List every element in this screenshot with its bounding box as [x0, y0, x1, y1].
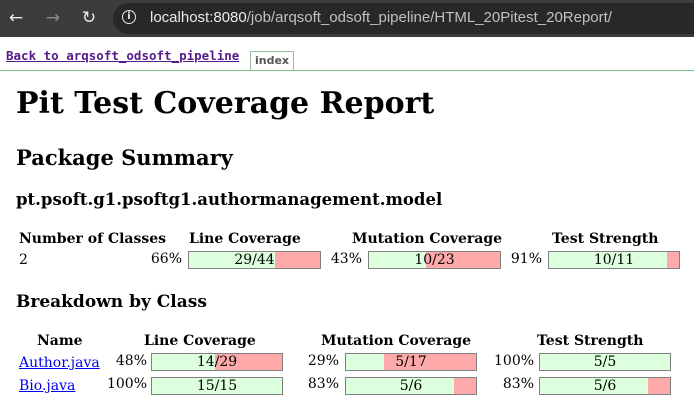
bio-mutation-percent: 83%: [307, 376, 339, 392]
url-text[interactable]: localhost:8080/job/arqsoft_odsoft_pipeli…: [150, 9, 612, 26]
breakdown-heading: Breakdown by Class: [16, 292, 207, 312]
covered-fill: [540, 354, 670, 370]
bio-strength-percent: 83%: [502, 376, 534, 392]
summary-strength-ratio: 10/11: [593, 252, 635, 268]
summary-mutation-percent: 43%: [330, 251, 362, 267]
missed-fill: [454, 378, 476, 394]
header-mutation-coverage: Mutation Coverage: [352, 231, 503, 247]
site-info-icon[interactable]: i: [122, 10, 136, 24]
tab-index[interactable]: index: [250, 51, 295, 70]
summary-line-ratio: 29/44: [234, 252, 275, 268]
author-strength-percent: 100%: [494, 353, 535, 369]
summary-strength-percent: 91%: [510, 251, 542, 267]
address-bar[interactable]: [113, 3, 694, 34]
bio-test-strength-bar: 5/6: [539, 377, 671, 395]
bio-line-percent: 100%: [106, 376, 147, 392]
author-line-coverage-bar: 14/29: [151, 353, 283, 371]
covered-fill: [369, 252, 426, 268]
author-strength-ratio: 5/5: [593, 354, 617, 370]
header-test-strength: Test Strength: [537, 333, 644, 349]
reload-icon[interactable]: ↻: [81, 8, 97, 28]
missed-fill: [384, 354, 476, 370]
package-name: pt.psoft.g1.psoftg1.authormanagement.mod…: [16, 190, 443, 209]
summary-line-percent: 66%: [150, 251, 182, 267]
covered-fill: [346, 378, 455, 394]
covered-fill: [549, 252, 668, 268]
summary-line-coverage-bar: 29/44: [188, 251, 321, 269]
summary-mutation-coverage-bar: 10/23: [368, 251, 501, 269]
author-test-strength-bar: 5/5: [539, 353, 671, 371]
forward-arrow-icon[interactable]: →: [45, 8, 61, 28]
covered-fill: [152, 378, 282, 394]
class-link-bio[interactable]: Bio.java: [19, 378, 76, 394]
author-mutation-coverage-bar: 5/17: [345, 353, 477, 371]
number-of-classes-value: 2: [19, 252, 28, 268]
header-number-of-classes: Number of Classes: [19, 231, 167, 247]
report-nav-bar: Back to arqsoft_odsoft_pipeline index: [0, 37, 694, 72]
package-summary-heading: Package Summary: [16, 145, 233, 170]
browser-toolbar: ← → ↻ i localhost:8080/job/arqsoft_odsof…: [0, 0, 694, 37]
url-host: localhost:8080: [150, 9, 247, 26]
header-line-coverage: Line Coverage: [189, 231, 301, 247]
header-name: Name: [37, 333, 83, 349]
covered-fill: [540, 378, 649, 394]
missed-fill: [648, 378, 670, 394]
missed-fill: [214, 354, 282, 370]
nav-divider: [0, 70, 694, 71]
summary-mutation-ratio: 10/23: [414, 252, 455, 268]
header-line-coverage: Line Coverage: [144, 333, 256, 349]
author-mutation-ratio: 5/17: [395, 354, 427, 370]
header-test-strength: Test Strength: [552, 231, 659, 247]
class-link-author[interactable]: Author.java: [19, 355, 100, 371]
author-mutation-percent: 29%: [307, 353, 339, 369]
covered-fill: [189, 252, 276, 268]
bio-mutation-coverage-bar: 5/6: [345, 377, 477, 395]
header-mutation-coverage: Mutation Coverage: [321, 333, 472, 349]
summary-test-strength-bar: 10/11: [548, 251, 680, 269]
page-title: Pit Test Coverage Report: [16, 86, 435, 121]
back-arrow-icon[interactable]: ←: [8, 8, 24, 28]
back-to-pipeline-link[interactable]: Back to arqsoft_odsoft_pipeline: [6, 48, 240, 63]
covered-fill: [346, 354, 385, 370]
covered-fill: [152, 354, 215, 370]
author-line-percent: 48%: [115, 353, 147, 369]
bio-strength-ratio: 5/6: [593, 378, 617, 394]
missed-fill: [426, 252, 500, 268]
bio-mutation-ratio: 5/6: [399, 378, 423, 394]
author-line-ratio: 14/29: [196, 354, 238, 370]
bio-line-ratio: 15/15: [196, 378, 238, 394]
bio-line-coverage-bar: 15/15: [151, 377, 283, 395]
missed-fill: [667, 252, 679, 268]
url-path: /job/arqsoft_odsoft_pipeline/HTML_20Pite…: [246, 9, 612, 26]
missed-fill: [275, 252, 320, 268]
